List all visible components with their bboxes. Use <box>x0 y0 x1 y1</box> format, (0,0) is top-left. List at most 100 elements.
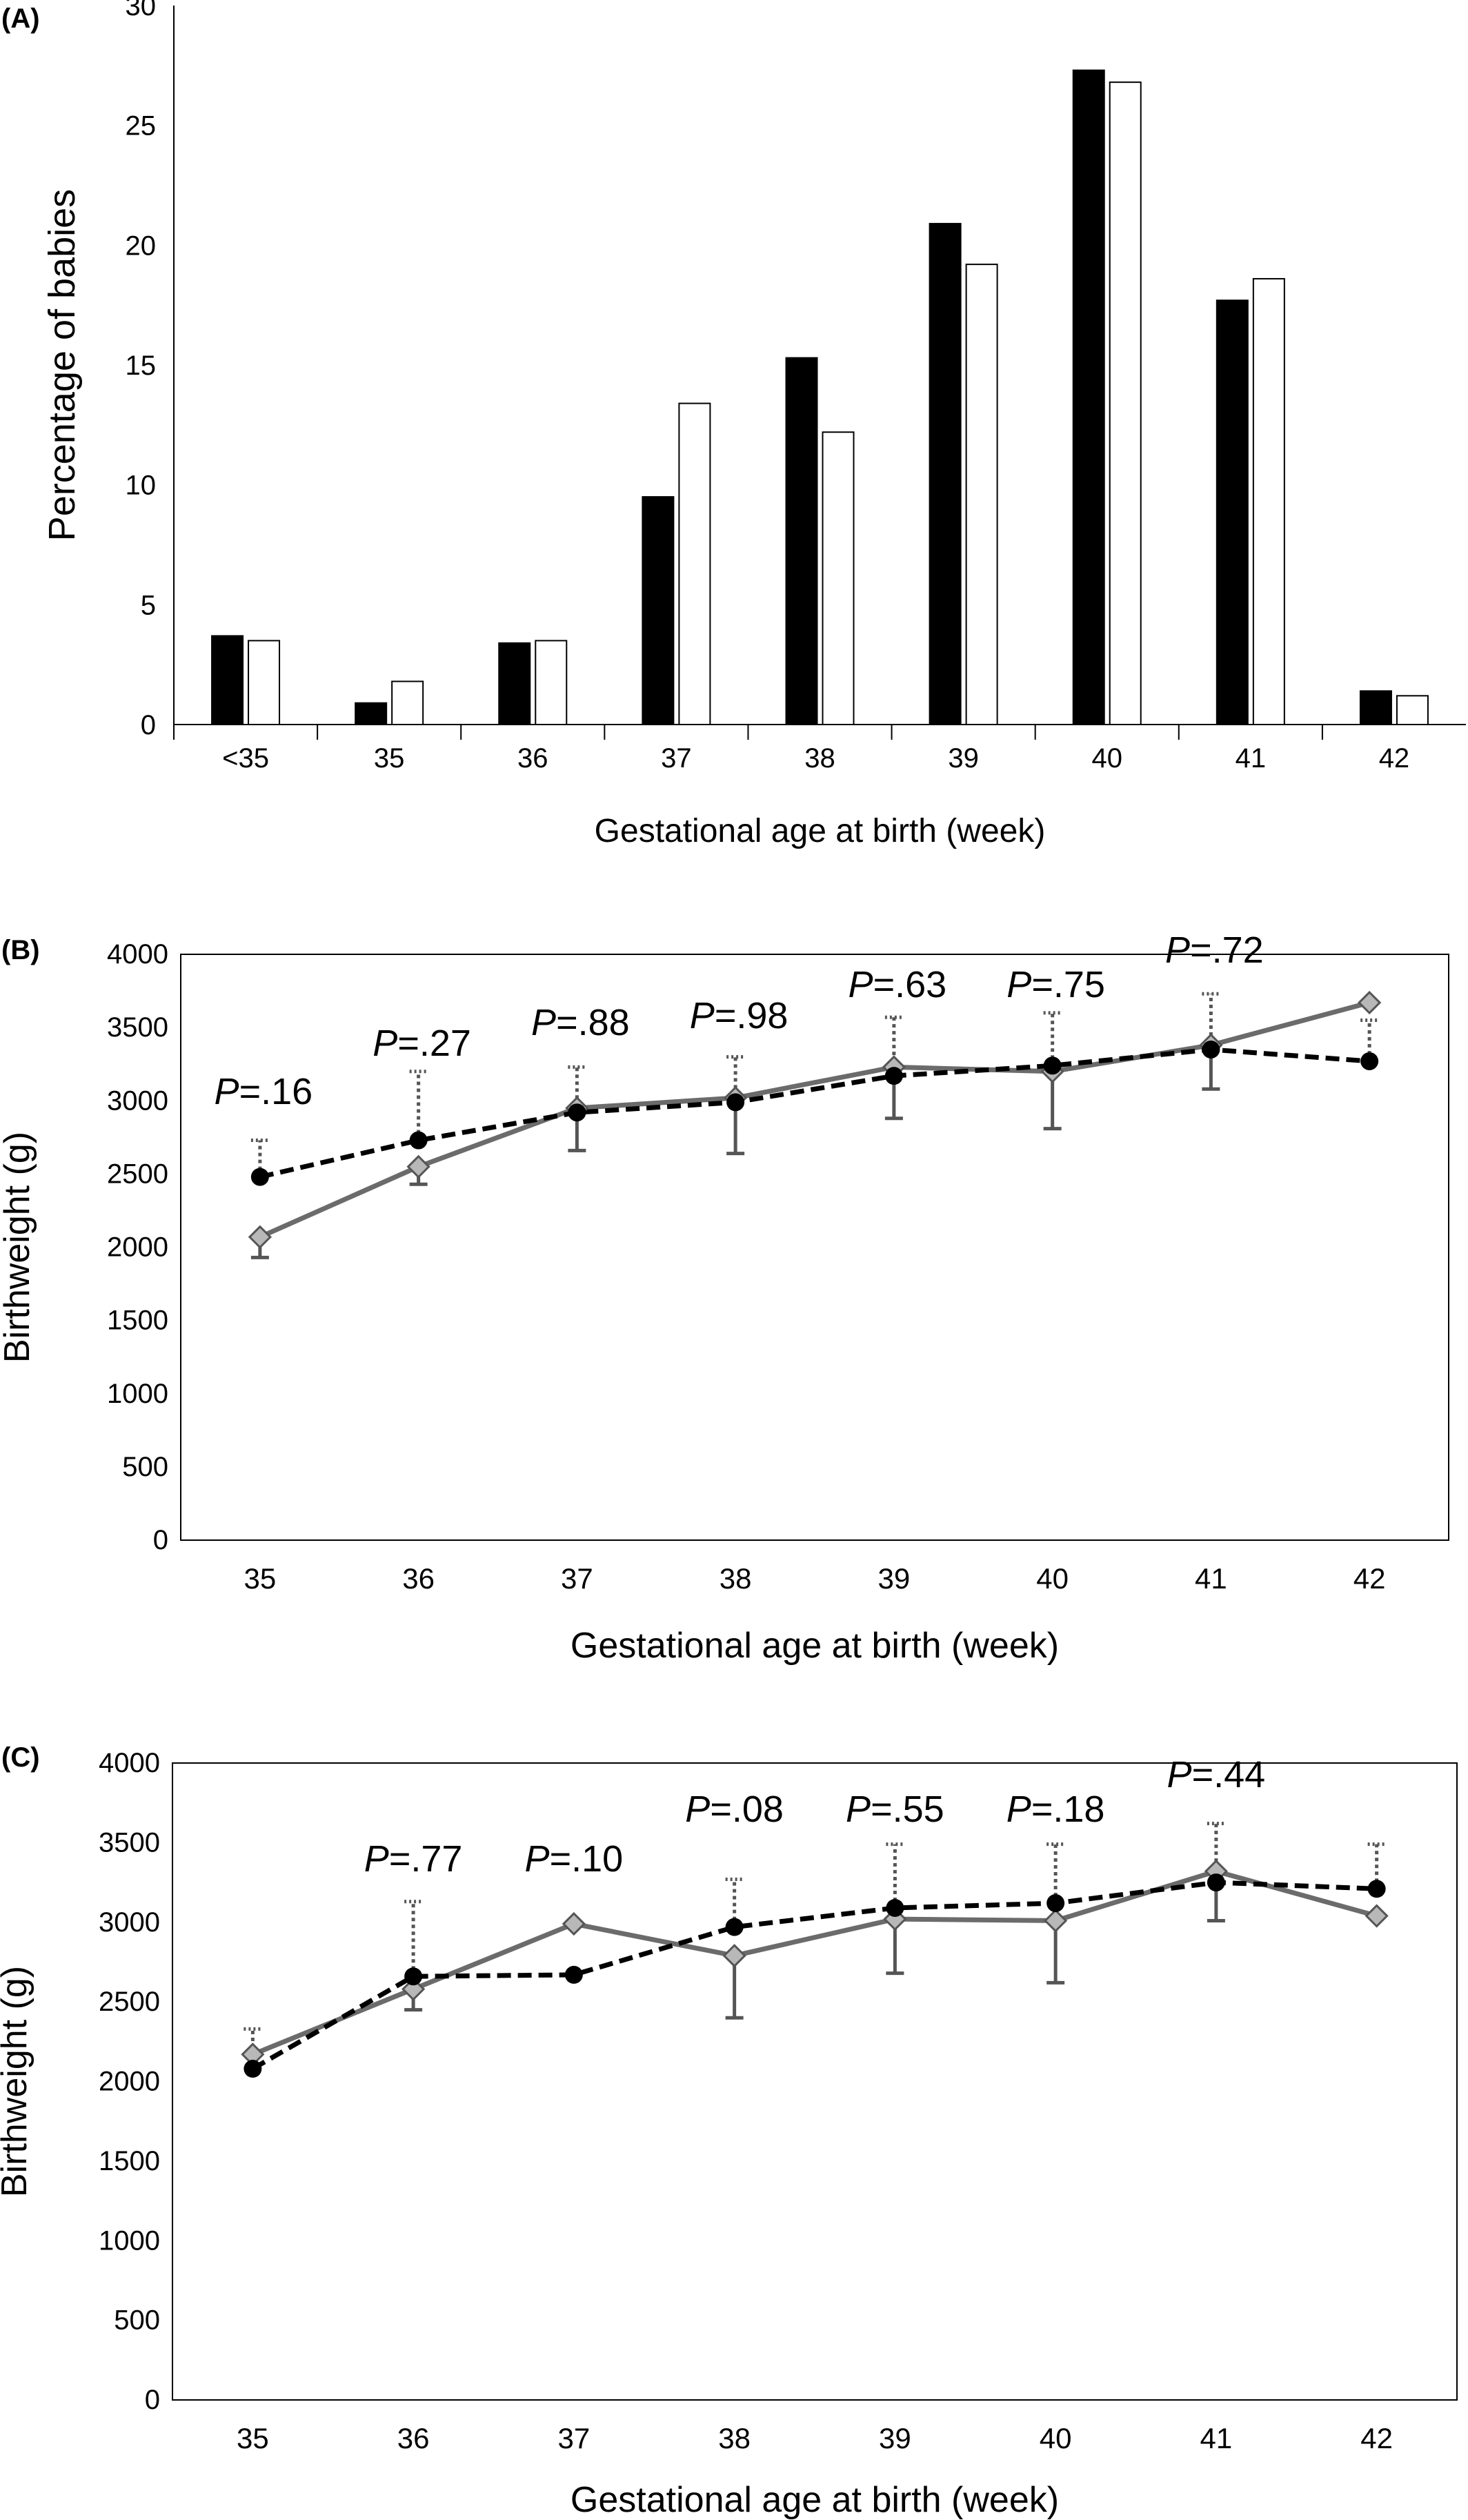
x-tick-label: 35 <box>244 1562 277 1595</box>
y-tick-label: 15 <box>126 351 157 381</box>
y-tick-label: 3000 <box>107 1085 168 1116</box>
marker-circle <box>568 1103 586 1122</box>
plot-frame <box>180 954 1449 1541</box>
p-value-label: P=.75 <box>1006 964 1105 1005</box>
y-tick-label: 1500 <box>99 2146 160 2176</box>
x-tick-label: 38 <box>804 743 835 774</box>
x-tick-label: 39 <box>878 1562 911 1595</box>
x-tick-label: 36 <box>517 743 548 774</box>
bar <box>355 702 388 725</box>
marker-circle <box>244 2060 262 2078</box>
p-value-label: P=.55 <box>846 1789 944 1830</box>
y-tick-label: 0 <box>153 1525 168 1555</box>
marker-circle <box>1202 1040 1220 1059</box>
marker-circle <box>564 1965 583 1984</box>
marker-circle <box>250 1168 269 1186</box>
y-tick-label: 500 <box>114 2305 160 2336</box>
y-tick-label: 0 <box>145 2385 160 2415</box>
y-tick-label: 25 <box>126 111 157 141</box>
panel-b-label: (B) <box>1 935 40 965</box>
y-tick-label: 4000 <box>107 939 168 969</box>
x-tick-label: 40 <box>1091 743 1122 774</box>
x-tick-label: <35 <box>222 743 269 774</box>
y-tick-label: 3500 <box>107 1012 168 1043</box>
y-tick-label: 4000 <box>99 1748 160 1778</box>
panel-c: (C) 0 500 1000 1500 2000 2500 3000 3500 4000 35 36… <box>0 1742 1458 2520</box>
x-tick-label: 42 <box>1379 743 1410 774</box>
y-tick-label: 30 <box>126 0 157 21</box>
x-tick-label: 37 <box>561 1562 593 1595</box>
p-value-label: P=.44 <box>1167 1754 1266 1795</box>
y-tick-label: 2500 <box>107 1159 168 1189</box>
x-tick-label: 39 <box>879 2422 911 2454</box>
marker-circle <box>725 1918 744 1936</box>
p-value-label: P=.27 <box>373 1023 471 1064</box>
bar <box>1216 299 1249 726</box>
panel-c-label: (C) <box>1 1742 40 1773</box>
bar <box>1396 695 1429 726</box>
marker-circle <box>1043 1056 1062 1075</box>
x-tick-label: 36 <box>397 2422 430 2454</box>
p-value-label: P=.88 <box>531 1002 630 1043</box>
bar <box>535 640 568 726</box>
marker-diamond <box>406 1154 430 1179</box>
bar <box>678 402 711 725</box>
marker-circle <box>1207 1873 1225 1892</box>
x-tick-label: 39 <box>948 743 979 774</box>
series-line-dashed <box>259 1047 1370 1180</box>
x-tick-label: 38 <box>720 1562 752 1595</box>
marker-circle <box>726 1093 745 1112</box>
bar <box>822 431 855 726</box>
marker-diamond <box>1358 990 1382 1015</box>
y-tick-label: 1500 <box>107 1306 168 1336</box>
bar <box>391 680 424 725</box>
x-tick-label: 41 <box>1236 743 1267 774</box>
plot-frame <box>172 1762 1458 2401</box>
series-line-dashed <box>251 1880 1377 2071</box>
y-axis-title: Percentage of babies <box>41 189 83 541</box>
y-tick-label: 1000 <box>99 2225 160 2256</box>
bar <box>785 357 818 725</box>
y-tick-label: 0 <box>141 710 156 740</box>
panel-b: (B) 0 500 1000 1500 2000 2500 3000 3500 4000 35 36… <box>0 929 1449 1666</box>
marker-diamond <box>248 1225 272 1249</box>
x-tick-label: 37 <box>661 743 692 774</box>
p-value-label: P=.63 <box>849 964 947 1005</box>
y-tick-label: 10 <box>126 471 157 501</box>
p-value-label: P=.08 <box>685 1789 784 1830</box>
x-tick-label: 36 <box>402 1562 435 1595</box>
bar <box>498 642 531 726</box>
marker-circle <box>1360 1052 1379 1070</box>
bar <box>965 264 998 725</box>
y-tick-label: 5 <box>141 590 156 620</box>
series-line-solid <box>252 1869 1378 2057</box>
marker-diamond <box>1365 1904 1389 1928</box>
x-axis-title: Gestational age at birth (week) <box>571 1626 1059 1666</box>
y-tick-label: 1000 <box>107 1379 168 1409</box>
y-tick-label: 2000 <box>99 2067 160 2097</box>
marker-diamond <box>1044 1909 1068 1933</box>
marker-diamond <box>401 1977 426 2001</box>
y-tick-label: 500 <box>122 1452 168 1482</box>
p-value-label: P=.16 <box>215 1071 313 1112</box>
bar <box>1109 81 1142 725</box>
x-tick-label: 42 <box>1360 2422 1393 2454</box>
x-tick-label: 38 <box>718 2422 751 2454</box>
x-axis-title: Gestational age at birth (week) <box>595 813 1046 849</box>
marker-circle <box>1367 1880 1386 1898</box>
y-tick-label: 2500 <box>99 1987 160 2017</box>
y-axis-title: Birthweight (g) <box>0 1132 37 1363</box>
bar <box>248 640 281 726</box>
marker-circle <box>409 1131 428 1150</box>
x-tick-label: 35 <box>237 2422 269 2454</box>
x-tick-label: 37 <box>558 2422 591 2454</box>
bar <box>1252 277 1285 725</box>
panel-a: (A) 0 5 10 15 20 25 30 <35 35 36 37 38 39 40 41 42 Gesta… <box>1 0 1466 849</box>
x-tick-label: 40 <box>1036 1562 1069 1595</box>
x-tick-label: 41 <box>1195 1562 1227 1595</box>
marker-circle <box>1047 1894 1065 1913</box>
bar <box>1359 690 1392 726</box>
x-tick-label: 35 <box>374 743 405 774</box>
marker-diamond <box>722 1944 746 1968</box>
